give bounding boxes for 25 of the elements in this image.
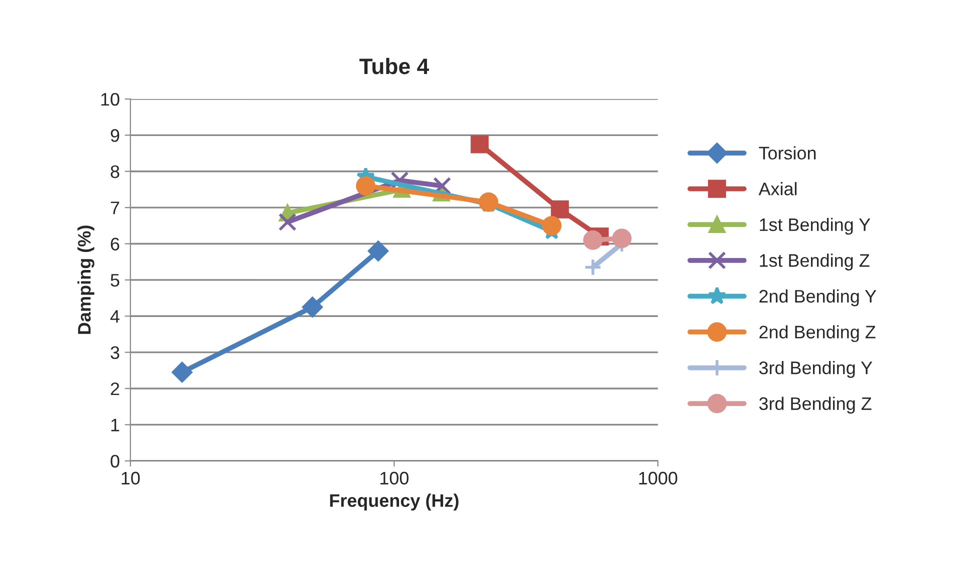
x-tick-label: 100 [380, 472, 409, 485]
legend-label: 3rd Bending Z [759, 396, 872, 414]
legend-label: 1st Bending Y [760, 218, 870, 235]
legend-label: 2nd Bending Z [759, 325, 876, 342]
x-axis-title: Frequency (Hz) [330, 494, 458, 511]
legend-label: Torsion [758, 146, 816, 160]
x-tick-label: 10 [122, 472, 140, 485]
y-tick-label: 5 [110, 274, 120, 287]
x-tick-label: 1000 [639, 472, 678, 485]
y-tick-label: 10 [101, 92, 120, 106]
legend-label: 3rd Bending Y [759, 361, 872, 378]
legend-label: Axial [758, 182, 796, 196]
y-tick-label: 2 [110, 382, 120, 396]
y-tick-label: 9 [110, 129, 120, 142]
legend-label: 1st Bending Z [760, 254, 870, 270]
chart-title: Tube 4 [359, 58, 430, 74]
y-tick-label: 8 [110, 165, 120, 178]
legend-label: 2nd Bending Y [759, 289, 876, 306]
y-tick-label: 0 [110, 454, 120, 468]
y-tick-label: 3 [110, 346, 120, 360]
y-tick-label: 7 [110, 202, 120, 214]
y-axis-title: Damping (%) [77, 226, 94, 334]
y-tick-label: 6 [110, 238, 120, 250]
y-tick-label: 1 [111, 418, 120, 432]
y-tick-label: 4 [110, 310, 120, 323]
